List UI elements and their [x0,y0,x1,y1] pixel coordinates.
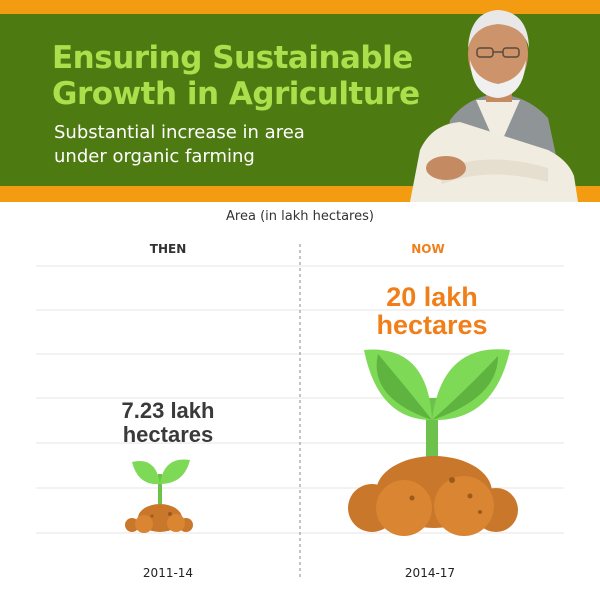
sprout-small-icon [125,459,193,533]
title-line-2: Growth in Agriculture [52,76,420,112]
subtitle-line-2: under organic farming [54,146,255,167]
column-heading-then: THEN [149,242,187,256]
page-subtitle: Substantial increase in area under organ… [54,121,305,169]
value-label-then-line1: 7.23 lakh [122,398,215,423]
column-heading-now: NOW [411,242,445,256]
period-label-then: 2011-14 [142,566,194,580]
portrait-photo [410,10,578,202]
value-label-now-line2: hectares [376,310,487,340]
value-label-now-line1: 20 lakh [386,282,478,312]
page-title: Ensuring Sustainable Growth in Agricultu… [52,40,420,112]
axis-label: Area (in lakh hectares) [226,209,374,224]
period-label-now: 2014-17 [404,566,456,580]
subtitle-line-1: Substantial increase in area [54,122,305,143]
title-line-1: Ensuring Sustainable [52,40,413,76]
sprout-large-icon [348,349,518,536]
value-label-then-line2: hectares [123,422,214,447]
